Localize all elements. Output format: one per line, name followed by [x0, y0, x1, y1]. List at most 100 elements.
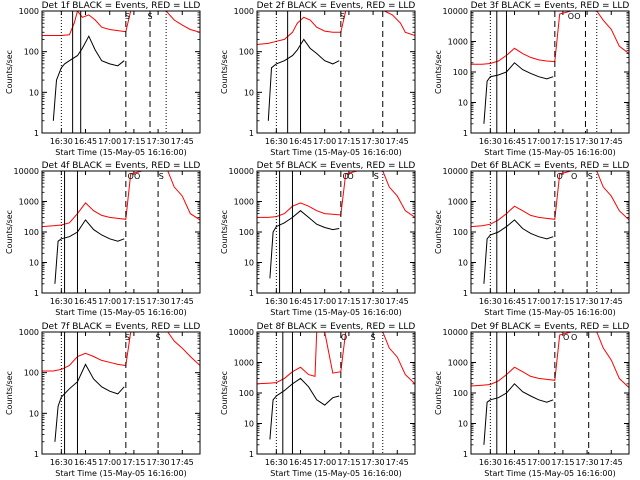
- y-tick-label: 1000: [234, 359, 254, 368]
- x-axis-label: Start Time (15-May-05 16:16:00): [55, 148, 186, 157]
- y-axis-label: Counts/sec: [220, 50, 229, 94]
- plot-frame: [470, 331, 630, 455]
- x-tick-label: 17:30: [576, 458, 599, 467]
- x-tick-label: 16:45: [503, 297, 526, 306]
- y-tick-label: 1: [34, 289, 39, 298]
- panel-title: Det 8f BLACK = Events, RED = LLD: [257, 322, 416, 332]
- x-tick-label: 17:30: [576, 297, 599, 306]
- y-axis-label: Counts/sec: [5, 50, 14, 94]
- x-tick-label: 17:30: [362, 297, 385, 306]
- lld-series-line: [257, 332, 415, 385]
- x-tick-label: 17:00: [313, 137, 336, 146]
- chart-panel-2: Det 2f BLACK = Events, RED = LLD Counts/s…: [220, 1, 416, 157]
- y-axis-label: Counts/sec: [434, 371, 443, 415]
- y-tick-label: 10: [244, 88, 254, 97]
- event-annotation-label: O: [128, 172, 134, 181]
- x-axis-label: Start Time (15-May-05 16:16:00): [484, 308, 615, 317]
- y-tick-label: 10: [244, 420, 254, 429]
- x-tick-label: 17:45: [171, 297, 194, 306]
- lld-series-line: [257, 171, 415, 218]
- event-annotation-label: S: [147, 12, 152, 21]
- event-annotation-label: O: [343, 172, 349, 181]
- lld-series-line: [42, 332, 200, 372]
- x-tick-label: 16:30: [265, 137, 288, 146]
- x-tick-label: 17:00: [527, 458, 550, 467]
- x-tick-label: 17:30: [147, 458, 170, 467]
- panel-title: Det 6f BLACK = Events, RED = LLD: [471, 161, 630, 171]
- event-annotation-label: S: [156, 333, 161, 342]
- events-series-line: [483, 383, 554, 445]
- y-tick-label: 1000: [234, 7, 254, 16]
- y-tick-label: 1: [249, 289, 254, 298]
- x-tick-label: 16:45: [74, 137, 97, 146]
- lld-series-line: [471, 171, 629, 228]
- chart-panel-8: Det 8f BLACK = Events, RED = LLD Counts/s…: [220, 322, 416, 478]
- x-tick-label: 17:30: [576, 137, 599, 146]
- x-tick-label: 17:15: [337, 137, 360, 146]
- x-tick-label: 17:45: [600, 297, 623, 306]
- x-tick-label: 17:00: [98, 137, 121, 146]
- x-tick-label: 17:15: [551, 137, 574, 146]
- events-series-line: [52, 35, 125, 121]
- y-tick-label: 100: [24, 369, 39, 378]
- y-tick-label: 1000: [448, 198, 468, 207]
- y-tick-label: 1: [463, 450, 468, 459]
- x-tick-label: 16:30: [50, 458, 73, 467]
- x-tick-label: 17:45: [386, 137, 409, 146]
- y-tick-label: 100: [453, 228, 468, 237]
- y-axis-label: Counts/sec: [434, 210, 443, 254]
- plot-frame: [41, 331, 201, 455]
- x-tick-label: 16:30: [479, 297, 502, 306]
- event-annotation-label: O: [571, 333, 577, 342]
- y-tick-label: 1: [249, 129, 254, 138]
- y-tick-label: 10: [458, 420, 468, 429]
- x-tick-label: 16:45: [503, 458, 526, 467]
- plot-frame: [256, 331, 416, 455]
- event-annotation-label: O: [563, 333, 569, 342]
- y-tick-label: 10: [29, 88, 39, 97]
- plot-frame: [41, 10, 201, 134]
- x-axis-label: Start Time (15-May-05 16:16:00): [270, 308, 401, 317]
- x-axis-label: Start Time (15-May-05 16:16:00): [55, 308, 186, 317]
- x-tick-label: 16:30: [479, 137, 502, 146]
- event-annotation-label: S: [340, 12, 345, 21]
- y-tick-label: 100: [24, 228, 39, 237]
- event-annotation-label: S: [125, 333, 130, 342]
- x-axis-label: Start Time (15-May-05 16:16:00): [484, 148, 615, 157]
- x-tick-label: 16:30: [50, 137, 73, 146]
- x-tick-label: 17:30: [147, 297, 170, 306]
- plot-frame: [470, 170, 630, 294]
- panel-title: Det 1f BLACK = Events, RED = LLD: [42, 1, 201, 11]
- y-tick-label: 1000: [19, 7, 39, 16]
- event-annotation-label: O: [574, 12, 580, 21]
- y-tick-label: 100: [239, 389, 254, 398]
- x-tick-label: 17:45: [600, 137, 623, 146]
- x-tick-label: 17:15: [337, 297, 360, 306]
- y-axis-label: Counts/sec: [5, 210, 14, 254]
- x-tick-label: 17:15: [122, 458, 145, 467]
- lld-series-line: [257, 11, 415, 45]
- x-axis-label: Start Time (15-May-05 16:16:00): [55, 469, 186, 478]
- y-tick-label: 10000: [443, 167, 468, 176]
- x-axis-label: Start Time (15-May-05 16:16:00): [270, 148, 401, 157]
- y-tick-label: 10000: [229, 328, 254, 337]
- y-tick-label: 10: [29, 259, 39, 268]
- events-series-line: [54, 363, 125, 442]
- chart-panel-1: Det 1f BLACK = Events, RED = LLD Counts/s…: [5, 1, 201, 157]
- y-axis-label: Counts/sec: [220, 210, 229, 254]
- x-axis-label: Start Time (15-May-05 16:16:00): [484, 469, 615, 478]
- x-tick-label: 16:45: [289, 458, 312, 467]
- y-tick-label: 1000: [448, 359, 468, 368]
- panel-title: Det 5f BLACK = Events, RED = LLD: [257, 161, 416, 171]
- panel-title: Det 9f BLACK = Events, RED = LLD: [471, 322, 630, 332]
- plot-frame: [256, 10, 416, 134]
- x-tick-label: 17:45: [600, 458, 623, 467]
- y-tick-label: 1: [34, 129, 39, 138]
- chart-panel-3: Det 3f BLACK = Events, RED = LLD Counts/s…: [434, 1, 630, 157]
- x-tick-label: 16:45: [503, 137, 526, 146]
- x-tick-label: 16:45: [289, 297, 312, 306]
- y-axis-label: Counts/sec: [220, 371, 229, 415]
- event-annotation-label: O: [568, 12, 574, 21]
- y-tick-label: 10: [29, 409, 39, 418]
